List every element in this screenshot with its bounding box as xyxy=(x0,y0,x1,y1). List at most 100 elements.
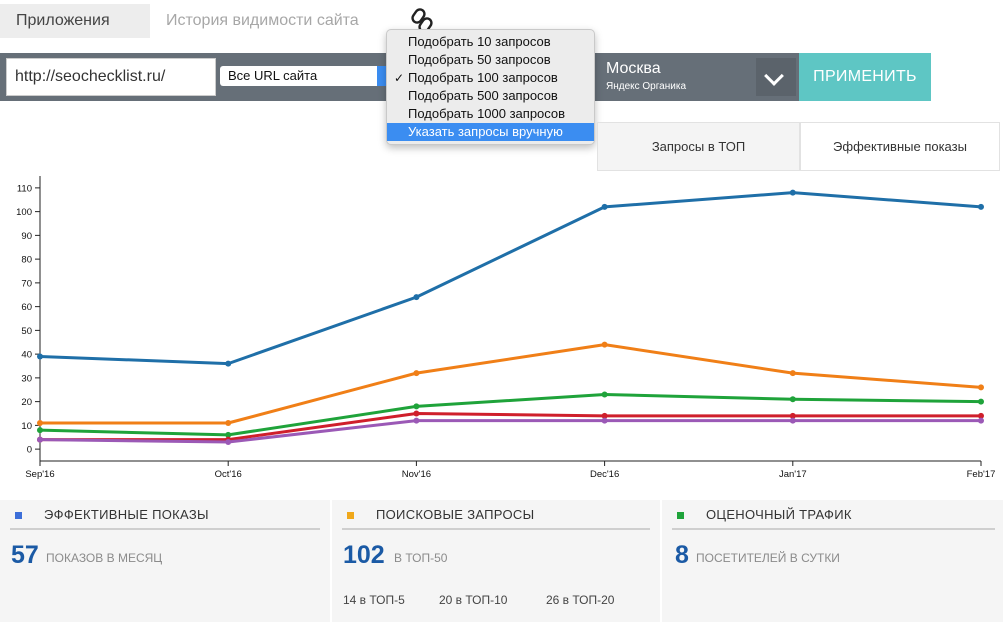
series-line-2 xyxy=(40,343,982,425)
y-tick-label: 50 xyxy=(21,326,32,337)
chart-tabs: Запросы в ТОП Эффективные показы xyxy=(597,122,1003,171)
data-point xyxy=(601,417,608,424)
bullet-icon xyxy=(347,512,354,519)
tab-top-queries[interactable]: Запросы в ТОП xyxy=(597,122,800,171)
data-point xyxy=(601,412,608,419)
x-tick-label: Sep'16 xyxy=(25,469,54,480)
data-point xyxy=(37,420,43,426)
menu-item-1000[interactable]: Подобрать 1000 запросов xyxy=(387,105,594,123)
check-icon: ✓ xyxy=(394,71,405,85)
search-engine-label: Яндекс Органика xyxy=(606,81,686,92)
stats-panel: ЭФФЕКТИВНЫЕ ПОКАЗЫ 57 ПОКАЗОВ В МЕСЯЦ ПО… xyxy=(0,500,1003,622)
breadcrumb-arrow xyxy=(134,4,150,38)
region-name: Москва xyxy=(606,60,661,77)
data-point xyxy=(978,203,984,210)
menu-item-label: Подобрать 500 запросов xyxy=(408,88,558,103)
y-tick-label: 10 xyxy=(21,421,32,432)
breadcrumb-item-visibility[interactable]: История видимости сайта xyxy=(166,12,359,29)
data-point xyxy=(413,410,420,417)
x-tick-label: Feb'17 xyxy=(967,469,996,480)
y-tick-label: 20 xyxy=(21,397,32,408)
data-point xyxy=(978,398,984,405)
stat-title: ОЦЕНОЧНЫЙ ТРАФИК xyxy=(706,507,852,522)
stat-value: 57 xyxy=(11,541,39,569)
top20-count: 26 в ТОП-20 xyxy=(546,593,615,607)
data-point xyxy=(789,412,796,419)
x-tick-label: Nov'16 xyxy=(402,469,431,480)
menu-item-label: Указать запросы вручную xyxy=(408,124,563,139)
stat-value: 102 xyxy=(343,541,385,569)
bullet-icon xyxy=(677,512,684,519)
y-tick-label: 60 xyxy=(21,302,32,313)
menu-item-manual[interactable]: Указать запросы вручную xyxy=(387,123,594,141)
data-point xyxy=(978,384,984,391)
data-point xyxy=(37,436,43,443)
data-point xyxy=(37,427,43,434)
region-selector[interactable]: Москва Яндекс Органика xyxy=(600,53,754,101)
divider xyxy=(672,528,995,530)
stat-title: ЭФФЕКТИВНЫЕ ПОКАЗЫ xyxy=(44,507,209,522)
menu-item-label: Подобрать 10 запросов xyxy=(408,34,551,49)
data-point xyxy=(978,417,984,424)
top10-count: 20 в ТОП-10 xyxy=(439,593,508,607)
y-tick-label: 100 xyxy=(16,207,32,218)
stat-search-queries: ПОИСКОВЫЕ ЗАПРОСЫ 102 В ТОП-50 14 в ТОП-… xyxy=(332,500,660,622)
top5-count: 14 в ТОП-5 xyxy=(343,593,405,607)
data-point xyxy=(225,360,232,367)
breadcrumb-item-apps[interactable]: Приложения xyxy=(0,4,150,38)
breadcrumb: Приложения История видимости сайта xyxy=(0,0,1003,42)
data-point xyxy=(789,189,796,196)
x-tick-label: Dec'16 xyxy=(590,469,619,480)
bullet-icon xyxy=(15,512,22,519)
y-tick-label: 40 xyxy=(21,350,32,361)
url-filter-select[interactable]: Все URL сайта xyxy=(220,66,390,86)
stat-estimated-traffic: ОЦЕНОЧНЫЙ ТРАФИК 8 ПОСЕТИТЕЛЕЙ В СУТКИ xyxy=(662,500,1003,622)
series-line-3 xyxy=(39,393,982,437)
stat-unit: В ТОП-50 xyxy=(394,551,448,565)
x-tick-label: Jan'17 xyxy=(779,469,807,480)
y-tick-label: 80 xyxy=(21,255,32,266)
divider xyxy=(342,528,650,530)
menu-item-10[interactable]: Подобрать 10 запросов xyxy=(387,33,594,51)
divider xyxy=(10,528,320,530)
menu-item-label: Подобрать 100 запросов xyxy=(408,70,558,85)
x-tick-label: Oct'16 xyxy=(215,469,242,480)
series-line-5 xyxy=(39,419,981,444)
stat-unit: ПОСЕТИТЕЛЕЙ В СУТКИ xyxy=(696,551,840,565)
data-point xyxy=(225,420,232,426)
y-tick-label: 30 xyxy=(21,373,32,384)
y-tick-label: 110 xyxy=(17,183,32,194)
tab-effective-impressions[interactable]: Эффективные показы xyxy=(800,122,1000,171)
y-tick-label: 70 xyxy=(21,278,32,289)
data-point xyxy=(413,403,420,410)
data-point xyxy=(225,431,232,438)
region-dropdown-button[interactable] xyxy=(756,58,796,96)
menu-item-label: Подобрать 50 запросов xyxy=(408,52,551,67)
series-line-1 xyxy=(39,191,982,366)
data-point xyxy=(601,341,608,348)
stat-effective-impressions: ЭФФЕКТИВНЫЕ ПОКАЗЫ 57 ПОКАЗОВ В МЕСЯЦ xyxy=(0,500,330,622)
data-point xyxy=(978,412,984,419)
visibility-line-chart: 0 10 20 30 40 50 60 70 80 90 100 110 Sep'16 Oct'16 Nov… xyxy=(16,176,996,480)
y-tick-label: 0 xyxy=(27,445,32,456)
menu-item-label: Подобрать 1000 запросов xyxy=(408,106,566,121)
data-point xyxy=(413,370,420,377)
data-point xyxy=(413,417,420,424)
breadcrumb-label: Приложения xyxy=(16,12,110,29)
y-tick-label: 90 xyxy=(21,231,32,242)
menu-item-50[interactable]: Подобрать 50 запросов xyxy=(387,51,594,69)
data-point xyxy=(601,391,608,398)
apply-button[interactable]: ПРИМЕНИТЬ xyxy=(799,53,931,101)
data-point xyxy=(789,370,796,377)
menu-item-100[interactable]: ✓ Подобрать 100 запросов xyxy=(387,69,594,87)
query-count-menu: Подобрать 10 запросов Подобрать 50 запро… xyxy=(386,29,595,145)
stat-unit: ПОКАЗОВ В МЕСЯЦ xyxy=(46,551,163,565)
data-point xyxy=(601,203,608,210)
data-point xyxy=(789,417,796,424)
data-point xyxy=(413,294,420,301)
data-point xyxy=(789,396,796,403)
data-point xyxy=(225,439,232,445)
menu-item-500[interactable]: Подобрать 500 запросов xyxy=(387,87,594,105)
stat-title: ПОИСКОВЫЕ ЗАПРОСЫ xyxy=(376,507,535,522)
site-url-input[interactable] xyxy=(6,58,216,96)
